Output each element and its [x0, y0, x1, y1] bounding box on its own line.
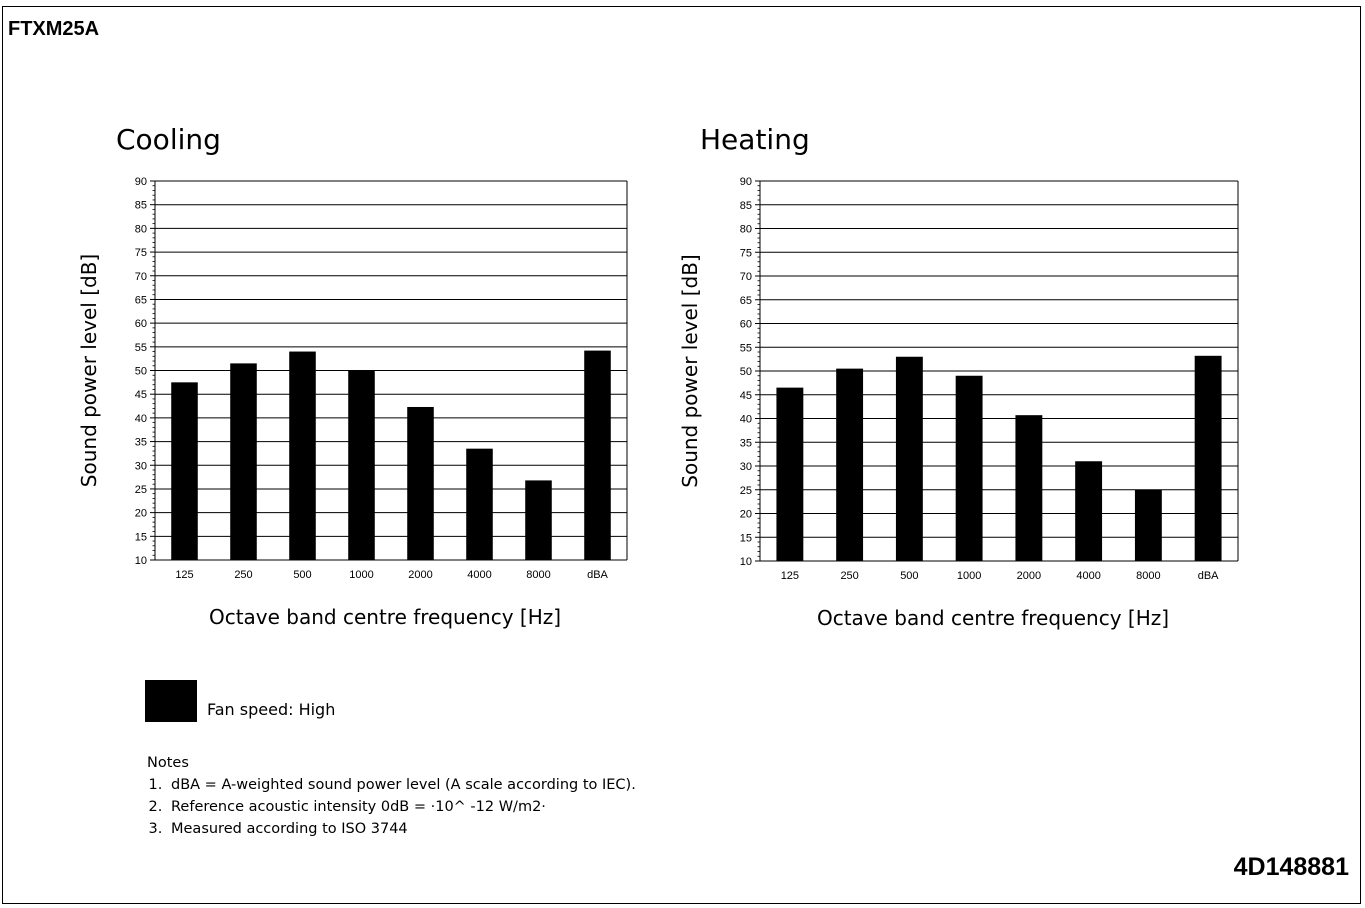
y-tick-label: 40	[740, 414, 752, 426]
bar-8000	[525, 480, 552, 560]
y-tick-label: 80	[135, 223, 147, 235]
bar-1000	[348, 370, 375, 560]
bar-2000	[1015, 415, 1043, 561]
bar-250	[836, 368, 864, 561]
y-tick-label: 80	[740, 224, 752, 236]
bar-8000	[1134, 489, 1162, 561]
y-tick-label: 70	[135, 271, 147, 283]
y-tick-label: 20	[135, 508, 147, 520]
y-tick-label: 90	[135, 176, 147, 188]
x-axis-label: Octave band centre frequency [Hz]	[817, 606, 1169, 630]
legend-label: Fan speed: High	[207, 700, 336, 719]
y-tick-label: 60	[135, 318, 147, 330]
x-tick-label: 125	[781, 570, 799, 582]
x-tick-label: dBA	[587, 569, 608, 581]
y-tick-label: 45	[740, 390, 752, 402]
x-tick-label: 500	[900, 570, 918, 582]
y-tick-label: 30	[135, 460, 147, 472]
notes-section: Notes dBA = A-weighted sound power level…	[147, 752, 636, 840]
bar-125	[171, 382, 198, 560]
bar-500	[895, 356, 923, 561]
x-tick-label: 250	[234, 569, 252, 581]
x-tick-label: 8000	[1136, 570, 1160, 582]
note-item: dBA = A-weighted sound power level (A sc…	[167, 774, 636, 796]
bar-4000	[466, 448, 493, 560]
heating-chart: Heating 90 85 80 75 70 65 60 55 50 45 40 35 30 25 20 15 1…	[678, 123, 1239, 630]
y-tick-label: 90	[740, 176, 752, 188]
x-tick-label: dBA	[1198, 570, 1219, 582]
y-tick-label: 55	[740, 342, 752, 354]
bar-4000	[1075, 461, 1103, 561]
bar-500	[289, 351, 316, 560]
note-item: Measured according to ISO 3744	[167, 818, 636, 840]
x-axis-label: Octave band centre frequency [Hz]	[209, 605, 561, 629]
model-number: FTXM25A	[8, 18, 100, 40]
notes-list: dBA = A-weighted sound power level (A sc…	[147, 774, 636, 840]
y-tick-label: 35	[740, 437, 752, 449]
y-tick-label: 40	[135, 413, 147, 425]
y-tick-label: 65	[740, 295, 752, 307]
y-tick-label: 25	[135, 484, 147, 496]
bar-250	[230, 363, 257, 560]
y-tick-label: 35	[135, 437, 147, 449]
bar-dBA	[584, 350, 611, 560]
x-tick-label: 1000	[957, 570, 981, 582]
chart-title: Heating	[700, 123, 810, 156]
notes-heading: Notes	[147, 755, 189, 771]
y-axis-label: Sound power level [dB]	[77, 254, 101, 487]
bar-125	[776, 387, 804, 561]
x-tick-label: 2000	[1017, 570, 1041, 582]
page-frame	[2, 6, 1361, 904]
x-tick-label: 1000	[349, 569, 373, 581]
y-tick-label: 65	[135, 294, 147, 306]
y-tick-label: 25	[740, 485, 752, 497]
bar-dBA	[1194, 355, 1222, 561]
y-tick-label: 75	[135, 247, 147, 259]
y-tick-label: 45	[135, 389, 147, 401]
x-tick-label: 4000	[1076, 570, 1100, 582]
chart-title: Cooling	[116, 123, 221, 156]
cooling-chart: Cooling 90 85 80 75 70 65 60 55 50 45 40 35 30 25 20 15 1…	[77, 123, 628, 629]
y-tick-label: 50	[135, 366, 147, 378]
y-tick-label: 85	[135, 200, 147, 212]
y-tick-label: 85	[740, 200, 752, 212]
y-tick-label: 10	[135, 555, 147, 567]
y-tick-label: 15	[740, 532, 752, 544]
x-tick-label: 500	[293, 569, 311, 581]
note-item: Reference acoustic intensity 0dB = ·10^ …	[167, 796, 636, 818]
document-code: 4D148881	[1233, 853, 1349, 881]
x-tick-label: 125	[175, 569, 193, 581]
y-tick-label: 75	[740, 247, 752, 259]
legend-swatch	[145, 680, 197, 722]
x-tick-label: 2000	[408, 569, 432, 581]
x-tick-label: 4000	[467, 569, 491, 581]
y-axis-label: Sound power level [dB]	[678, 254, 702, 487]
y-tick-label: 55	[135, 342, 147, 354]
y-tick-label: 30	[740, 461, 752, 473]
y-tick-label: 15	[135, 531, 147, 543]
y-tick-label: 10	[740, 556, 752, 568]
x-tick-label: 8000	[526, 569, 550, 581]
bar-1000	[955, 375, 983, 561]
x-tick-label: 250	[840, 570, 858, 582]
y-tick-label: 70	[740, 271, 752, 283]
y-tick-label: 60	[740, 319, 752, 331]
y-tick-label: 50	[740, 366, 752, 378]
bar-2000	[407, 406, 434, 560]
y-tick-label: 20	[740, 509, 752, 521]
